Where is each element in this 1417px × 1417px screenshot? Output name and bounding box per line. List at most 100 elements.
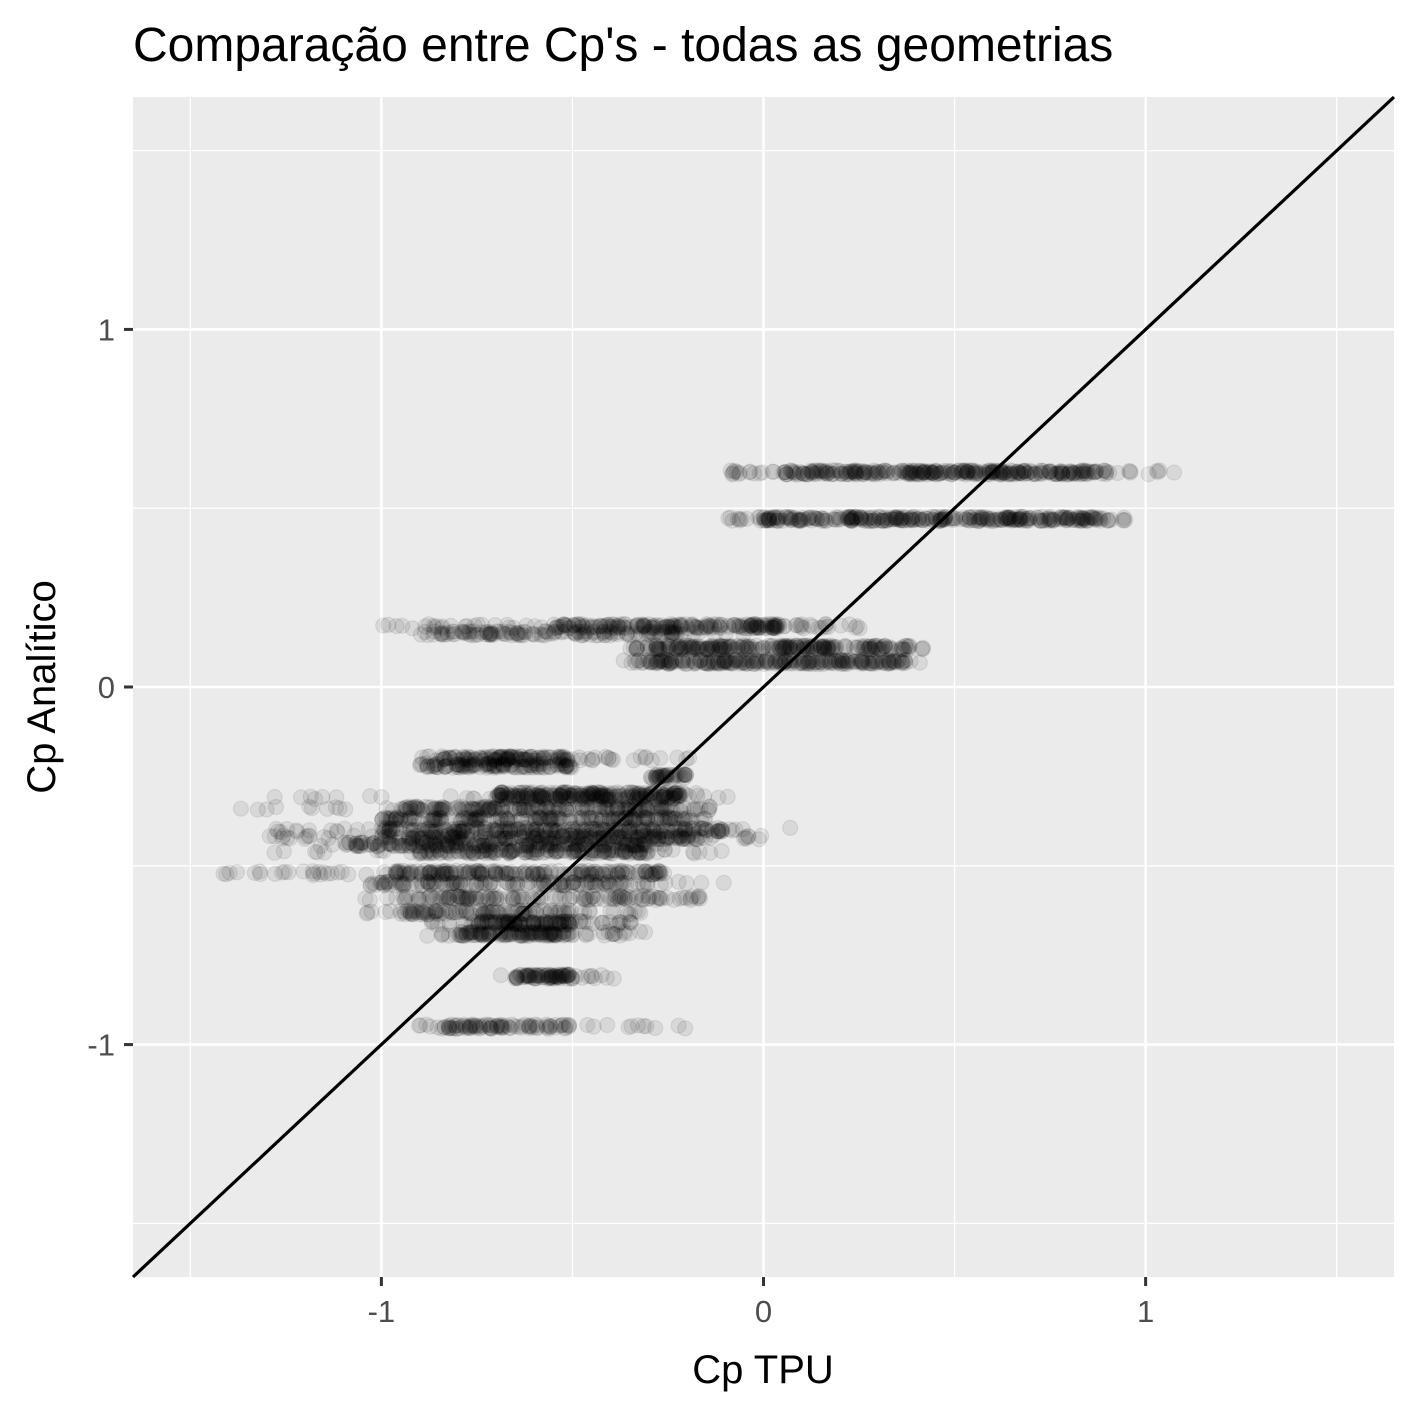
- data-point: [874, 512, 891, 529]
- data-point: [1051, 463, 1069, 480]
- data-point: [871, 465, 889, 482]
- data-point: [873, 463, 890, 480]
- data-point: [782, 819, 799, 837]
- data-point: [1087, 463, 1105, 480]
- data-point: [1087, 463, 1104, 480]
- data-point: [1005, 511, 1023, 528]
- y-tick-label: 1: [98, 312, 115, 347]
- data-point: [1077, 465, 1094, 482]
- data-point: [599, 844, 616, 861]
- data-point: [927, 463, 944, 480]
- data-point: [1068, 465, 1085, 482]
- data-point: [1044, 512, 1061, 529]
- data-point: [1067, 464, 1085, 481]
- data-point: [915, 464, 932, 481]
- data-point: [1042, 462, 1059, 480]
- data-point: [1061, 509, 1078, 526]
- data-point: [778, 508, 795, 526]
- data-point: [659, 637, 677, 654]
- data-point: [777, 463, 794, 481]
- data-point: [837, 463, 854, 480]
- data-point: [770, 510, 787, 527]
- data-point: [965, 464, 982, 481]
- data-point: [598, 969, 615, 986]
- data-point: [943, 466, 961, 483]
- data-point: [1021, 464, 1038, 481]
- data-point: [817, 463, 834, 480]
- data-point: [848, 463, 866, 480]
- data-point: [560, 1017, 578, 1034]
- data-point: [775, 464, 792, 481]
- data-point: [856, 464, 874, 481]
- x-tick-label: 0: [755, 1294, 772, 1329]
- data-point: [777, 508, 794, 526]
- data-point: [784, 464, 802, 481]
- data-point: [422, 758, 439, 775]
- data-point: [894, 462, 911, 479]
- data-point: [1017, 462, 1034, 479]
- data-point: [1080, 465, 1097, 482]
- data-point: [462, 1019, 479, 1036]
- data-point: [1051, 464, 1068, 481]
- data-point: [952, 465, 969, 482]
- data-point: [1018, 465, 1035, 482]
- data-point: [791, 463, 809, 481]
- data-point: [865, 512, 882, 529]
- data-point: [1088, 463, 1105, 480]
- data-point: [782, 512, 800, 529]
- data-point: [909, 465, 926, 482]
- data-point: [1097, 466, 1114, 483]
- data-point: [997, 510, 1015, 527]
- data-point: [958, 463, 976, 480]
- data-point: [807, 462, 824, 479]
- data-point: [420, 874, 437, 891]
- data-point: [693, 829, 711, 846]
- data-point: [788, 466, 805, 483]
- data-point: [543, 926, 560, 943]
- data-point: [1022, 509, 1039, 527]
- data-point: [939, 462, 956, 480]
- data-point: [833, 465, 851, 482]
- data-point: [869, 464, 886, 481]
- data-point: [963, 462, 980, 479]
- data-point: [915, 512, 932, 529]
- data-point: [902, 464, 919, 481]
- data-point: [379, 889, 396, 907]
- data-point: [911, 462, 928, 479]
- data-point: [583, 967, 600, 984]
- data-point: [926, 465, 943, 483]
- data-point: [754, 464, 771, 481]
- data-point: [731, 464, 748, 481]
- data-point: [975, 463, 992, 480]
- data-point: [996, 465, 1014, 482]
- data-point: [1000, 509, 1017, 526]
- data-point: [970, 464, 988, 481]
- data-point: [424, 844, 441, 861]
- data-point: [847, 619, 864, 636]
- data-point: [967, 463, 985, 480]
- data-point: [496, 755, 513, 773]
- data-point: [1002, 465, 1020, 482]
- data-point: [803, 463, 820, 480]
- data-point: [889, 508, 906, 526]
- data-point: [1072, 466, 1089, 483]
- data-point: [904, 466, 921, 483]
- data-point: [752, 827, 770, 844]
- data-point: [794, 465, 812, 482]
- data-point: [778, 466, 795, 483]
- data-point: [1095, 462, 1112, 479]
- data-point: [1002, 465, 1019, 482]
- data-point: [1001, 465, 1019, 482]
- data-point: [1098, 464, 1115, 481]
- data-point: [997, 463, 1014, 480]
- data-point: [719, 788, 736, 805]
- data-point: [783, 462, 800, 479]
- data-point: [985, 512, 1002, 529]
- data-point: [1101, 464, 1118, 481]
- data-point: [854, 465, 871, 482]
- data-point: [935, 462, 952, 479]
- data-point: [887, 509, 904, 526]
- data-point: [813, 512, 831, 530]
- data-point: [906, 464, 923, 481]
- data-point: [866, 466, 884, 483]
